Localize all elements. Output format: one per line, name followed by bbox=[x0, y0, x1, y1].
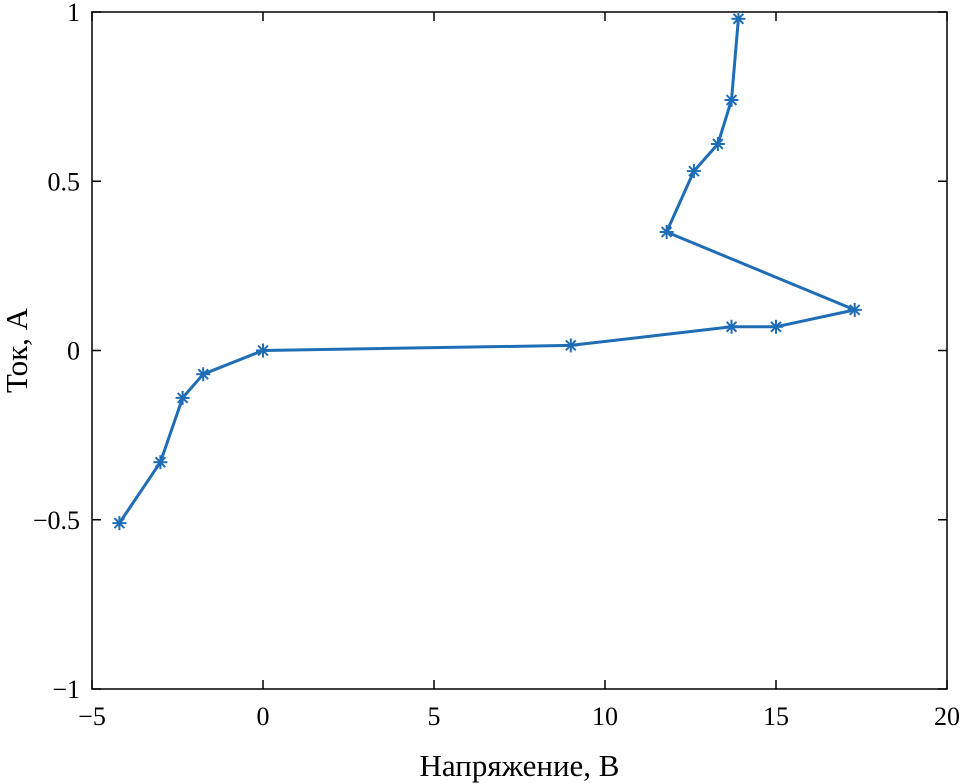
x-tick-label: 0 bbox=[257, 702, 270, 731]
data-point-marker bbox=[731, 11, 746, 26]
data-point-marker bbox=[769, 319, 783, 334]
x-tick-label: −5 bbox=[78, 702, 106, 731]
y-axis-ticks: −1 −0.5 0 0.5 1 bbox=[33, 0, 947, 704]
data-point-marker bbox=[710, 137, 725, 151]
data-point-marker bbox=[847, 302, 862, 317]
data-point-marker bbox=[686, 164, 701, 179]
data-series bbox=[112, 11, 862, 531]
data-point-marker bbox=[153, 455, 168, 470]
data-point-marker bbox=[175, 390, 190, 405]
y-tick-label: −1 bbox=[52, 675, 80, 704]
x-tick-label: 10 bbox=[592, 702, 618, 731]
data-point-marker bbox=[724, 319, 739, 334]
y-tick-label: 1 bbox=[67, 0, 80, 27]
plot-area bbox=[91, 11, 948, 690]
data-point-marker bbox=[256, 343, 270, 358]
data-point-marker bbox=[563, 338, 578, 353]
y-tick-label: 0 bbox=[67, 337, 80, 366]
data-point-marker bbox=[724, 93, 739, 107]
y-tick-label: −0.5 bbox=[33, 506, 80, 535]
data-point-marker bbox=[196, 367, 211, 382]
x-tick-label: 20 bbox=[934, 702, 960, 731]
x-axis-ticks: −5 0 5 10 15 20 bbox=[78, 12, 960, 731]
x-axis-title: Напряжение, В bbox=[420, 748, 620, 783]
data-point-marker bbox=[659, 225, 674, 239]
x-tick-label: 15 bbox=[763, 702, 789, 731]
x-tick-label: 5 bbox=[428, 702, 441, 731]
data-point-marker bbox=[112, 516, 127, 531]
y-tick-label: 0.5 bbox=[48, 167, 81, 196]
y-axis-title: Ток, А bbox=[0, 307, 34, 393]
